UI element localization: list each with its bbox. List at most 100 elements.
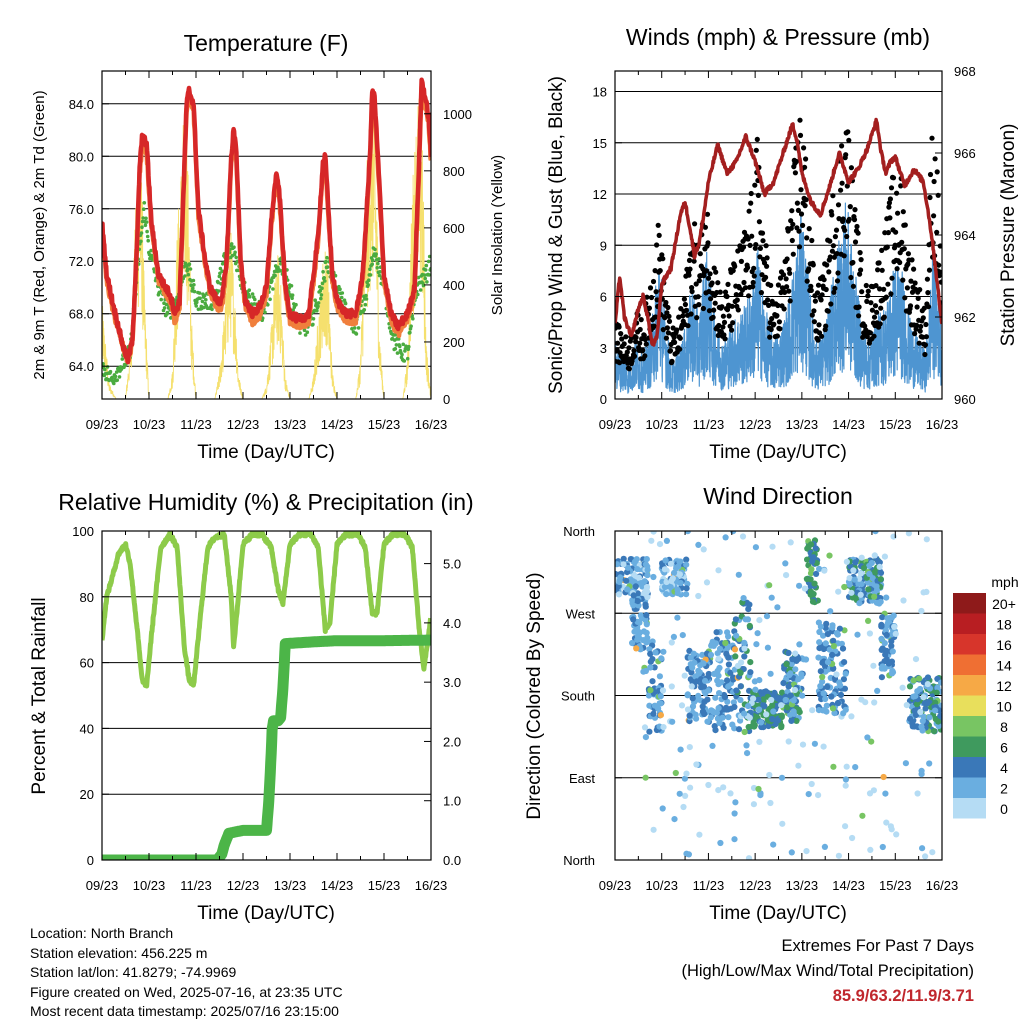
gust-point xyxy=(841,253,847,259)
direction-point xyxy=(937,679,942,686)
direction-point xyxy=(753,641,760,648)
gust-point xyxy=(741,279,747,286)
gust-point xyxy=(823,323,829,329)
speed-legend: mph 20+ 18 16 14 12 10 8 6 4 2 0 xyxy=(953,574,1019,819)
gust-point xyxy=(808,287,814,293)
gust-point xyxy=(824,262,830,268)
dewpoint-point xyxy=(370,262,375,267)
direction-point xyxy=(723,650,730,657)
direction-point xyxy=(795,676,802,683)
legend-label: 6 xyxy=(1000,740,1008,756)
gust-point xyxy=(877,286,883,292)
gust-point xyxy=(703,268,710,274)
direction-point xyxy=(615,561,621,568)
direction-point xyxy=(877,576,884,583)
gust-point xyxy=(633,339,639,345)
direction-point xyxy=(647,687,654,694)
direction-point xyxy=(789,656,796,663)
direction-point xyxy=(817,668,824,675)
direction-point xyxy=(764,644,772,651)
direction-point xyxy=(830,763,837,770)
direction-point xyxy=(913,701,921,708)
direction-point xyxy=(739,533,747,540)
direction-point xyxy=(644,572,651,579)
direction-point xyxy=(778,774,786,781)
direction-point xyxy=(842,782,849,789)
x-tick-label: 11/23 xyxy=(180,417,212,432)
gust-point xyxy=(787,270,793,276)
direction-point xyxy=(870,662,877,669)
direction-point xyxy=(747,659,754,666)
gust-point xyxy=(730,320,736,326)
direction-point xyxy=(646,646,653,653)
direction-point xyxy=(634,636,641,643)
dewpoint-point xyxy=(316,304,320,309)
gust-point xyxy=(680,313,686,319)
direction-point xyxy=(699,708,707,715)
direction-point xyxy=(686,647,693,655)
dewpoint-point xyxy=(423,276,428,281)
direction-point xyxy=(731,810,738,817)
dewpoint-point xyxy=(319,296,323,301)
direction-point xyxy=(909,723,916,730)
direction-point xyxy=(816,565,823,573)
gust-point xyxy=(686,257,693,263)
dewpoint-point xyxy=(400,352,404,357)
gust-point xyxy=(732,263,738,269)
direction-point xyxy=(937,712,942,720)
direction-point xyxy=(669,718,676,725)
gust-point xyxy=(749,233,755,239)
direction-point xyxy=(756,706,763,713)
direction-point xyxy=(716,719,723,727)
y-tick-label: East xyxy=(569,771,595,786)
gust-point xyxy=(859,289,865,295)
direction-point xyxy=(652,649,659,656)
dewpoint-point xyxy=(191,278,196,283)
direction-point xyxy=(810,554,817,561)
direction-point xyxy=(839,645,847,652)
rh-line xyxy=(102,531,431,689)
direction-point xyxy=(868,738,875,745)
gust-point xyxy=(811,319,818,325)
gust-point xyxy=(885,281,891,287)
dewpoint-point xyxy=(315,309,319,313)
direction-point xyxy=(822,640,829,647)
gust-point xyxy=(819,292,825,298)
plot-area xyxy=(101,530,432,861)
gust-point xyxy=(730,268,736,274)
direction-point xyxy=(677,746,684,753)
dewpoint-point xyxy=(192,289,197,294)
gust-point xyxy=(812,298,819,304)
direction-point xyxy=(769,702,776,709)
gust-point xyxy=(909,257,915,263)
direction-point xyxy=(816,639,823,646)
direction-point xyxy=(690,650,697,657)
extremes-box: Extremes For Past 7 Days (High/Low/Max W… xyxy=(681,934,974,1009)
direction-point xyxy=(656,541,664,548)
gust-point xyxy=(825,308,831,314)
gust-point xyxy=(798,211,805,217)
direction-point xyxy=(737,683,744,690)
y2-tick-label: 964 xyxy=(954,228,976,243)
dewpoint-point xyxy=(323,279,327,283)
gust-point xyxy=(705,240,711,246)
gust-point xyxy=(806,266,812,272)
gust-point xyxy=(934,169,940,175)
direction-point xyxy=(644,594,651,601)
y2-tick-label: 400 xyxy=(443,278,465,293)
dewpoint-point xyxy=(321,270,325,274)
direction-point xyxy=(790,697,797,704)
gust-point xyxy=(847,204,853,210)
direction-point xyxy=(804,556,811,563)
gust-point xyxy=(757,254,763,260)
dewpoint-point xyxy=(234,255,238,260)
direction-point xyxy=(686,712,693,719)
gust-point xyxy=(932,156,938,162)
dewpoint-point xyxy=(198,296,202,301)
dewpoint-point xyxy=(194,304,198,308)
gust-point xyxy=(878,305,884,311)
gust-point xyxy=(643,341,649,347)
direction-point xyxy=(874,687,881,695)
direction-point xyxy=(876,559,883,566)
